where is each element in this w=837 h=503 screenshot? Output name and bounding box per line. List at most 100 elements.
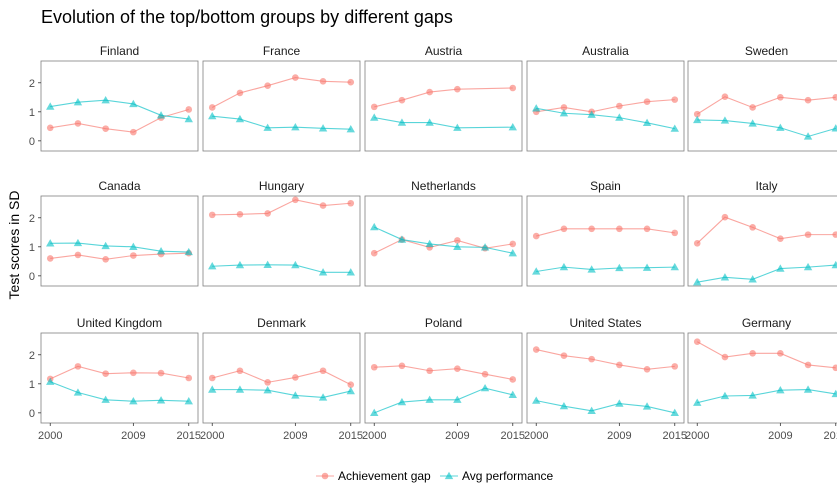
y-tick-label: 2 <box>29 78 35 90</box>
avg-performance-line <box>212 264 351 273</box>
avg-performance-point <box>693 398 702 406</box>
achievement-gap-point <box>777 235 784 242</box>
achievement-gap-point <box>643 225 651 233</box>
achievement-gap-point <box>347 381 355 388</box>
avg-performance-point <box>615 263 624 272</box>
facet-label: Denmark <box>257 316 307 330</box>
achievement-gap-point <box>749 104 756 111</box>
avg-performance-point <box>346 386 355 395</box>
avg-performance-point <box>397 397 407 406</box>
achievement-gap-point <box>46 255 54 262</box>
panel-frame <box>687 332 837 424</box>
achievement-gap-point <box>347 199 355 207</box>
avg-performance-point <box>532 396 541 404</box>
y-tick-label: 0 <box>29 408 35 420</box>
avg-performance-point <box>397 235 407 243</box>
x-tick-label: 2000 <box>524 430 548 442</box>
avg-performance-point <box>129 242 138 250</box>
avg-performance-point <box>208 111 217 120</box>
achievement-gap-point <box>671 363 679 370</box>
avg-performance-point <box>720 273 730 281</box>
achievement-gap-point <box>426 88 433 96</box>
avg-performance-point <box>803 385 813 393</box>
achievement-gap-point <box>671 96 679 103</box>
avg-performance-point <box>235 260 245 269</box>
avg-performance-point <box>803 262 813 271</box>
facet-label: United Kingdom <box>77 316 162 330</box>
panel-frame <box>364 60 523 152</box>
avg-performance-line <box>536 107 675 130</box>
avg-performance-point <box>615 113 624 121</box>
avg-performance-point <box>397 118 407 126</box>
achievement-gap-point <box>370 363 378 371</box>
achievement-gap-point <box>319 202 327 209</box>
facet-panel: Germany 2000 2009 2015 <box>685 316 837 442</box>
achievement-gap-point <box>264 379 271 386</box>
avg-performance-point <box>46 239 55 247</box>
achievement-gap-point <box>74 363 82 370</box>
x-tick-label: 2000 <box>362 430 386 442</box>
achievement-gap-point <box>236 210 244 218</box>
x-tick-label: 2009 <box>283 430 307 442</box>
achievement-gap-line <box>696 96 836 115</box>
avg-performance-line <box>536 400 675 414</box>
achievement-gap-point <box>616 361 623 369</box>
avg-performance-point <box>803 132 813 140</box>
achievement-gap-point <box>560 225 568 233</box>
avg-performance-line <box>50 381 189 402</box>
avg-performance-point <box>776 385 785 394</box>
avg-performance-point <box>291 122 300 131</box>
x-tick-label: 2015 <box>824 430 837 442</box>
achievement-gap-point <box>481 370 489 378</box>
avg-performance-point <box>263 260 272 268</box>
achievement-gap-point <box>509 240 517 248</box>
facet-label: Germany <box>742 316 791 330</box>
panel-frame <box>202 60 361 152</box>
avg-performance-line <box>50 242 189 253</box>
achievement-gap-line <box>50 365 189 380</box>
legend-label: Achievement gap <box>338 469 431 483</box>
achievement-gap-point <box>560 104 568 111</box>
x-tick-label: 2000 <box>38 430 62 442</box>
achievement-gap-point <box>398 362 406 370</box>
facet-panels: Finland 0 1 2 France Austria Australia Sweden Ca… <box>29 44 837 442</box>
legend-key-marker <box>321 472 329 480</box>
achievement-gap-point <box>319 78 327 85</box>
achievement-gap-point <box>616 225 623 233</box>
achievement-gap-point <box>777 93 784 101</box>
achievement-gap-point <box>264 82 271 89</box>
avg-performance-point <box>235 385 245 393</box>
avg-performance-point <box>46 102 55 110</box>
avg-performance-point <box>208 385 217 393</box>
avg-performance-line <box>697 264 836 283</box>
achievement-gap-point <box>370 103 378 111</box>
achievement-gap-point <box>804 96 812 104</box>
avg-performance-point <box>453 395 462 403</box>
x-tick-label: 2000 <box>200 430 224 442</box>
panel-frame <box>526 332 685 424</box>
avg-performance-point <box>156 396 166 404</box>
achievement-gap-point <box>426 367 433 375</box>
x-tick-label: 2015 <box>501 430 525 442</box>
panel-frame <box>40 195 199 287</box>
achievement-gap-line <box>536 228 675 237</box>
avg-performance-point <box>776 123 785 131</box>
achievement-gap-point <box>157 369 165 377</box>
panel-frame <box>40 60 199 152</box>
avg-performance-point <box>670 124 679 132</box>
achievement-gap-line <box>536 99 675 113</box>
x-tick-label: 2009 <box>121 430 145 442</box>
achievement-gap-point <box>46 124 54 132</box>
panel-frame <box>202 332 361 424</box>
avg-performance-point <box>73 388 83 396</box>
avg-performance-point <box>748 275 757 283</box>
achievement-gap-point <box>749 350 756 357</box>
facet-panel: Australia <box>526 44 685 152</box>
achievement-gap-point <box>454 365 461 373</box>
avg-performance-point <box>425 395 434 403</box>
avg-performance-point <box>263 385 272 394</box>
avg-performance-point <box>720 391 730 400</box>
avg-performance-point <box>46 377 55 385</box>
legend-item: Avg performance <box>440 469 553 483</box>
